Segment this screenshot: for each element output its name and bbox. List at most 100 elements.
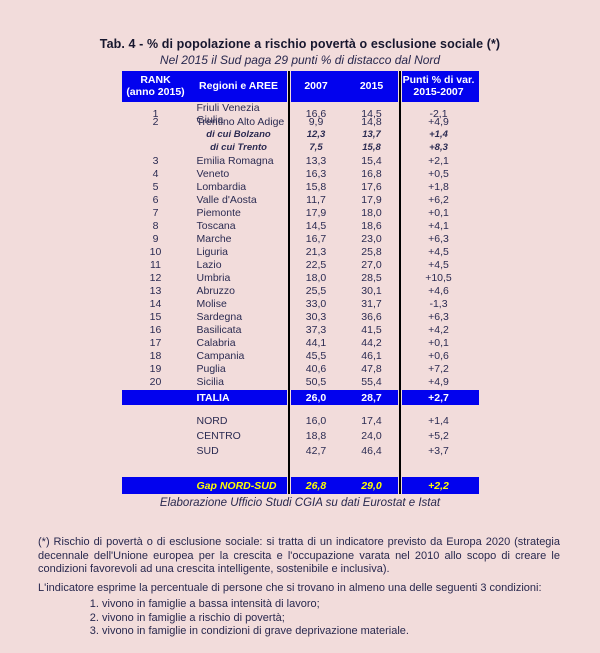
header-rank-line2: (anno 2015) <box>126 85 185 98</box>
italia-total-row: ITALIA 26,0 28,7 +2,7 <box>121 390 479 405</box>
region-row-var-cell: +6,3 <box>428 232 449 245</box>
region-row-var-cell: +0,6 <box>428 349 449 362</box>
region-row-rank-cell: 11 <box>150 258 161 271</box>
italia-label: ITALIA <box>196 391 230 404</box>
table-title: Tab. 4 - % di popolazione a rischio pove… <box>99 37 501 51</box>
area-row-var-cell: +5,2 <box>428 429 449 442</box>
region-row-v2007-cell: 40,6 <box>305 362 327 375</box>
region-row-rank-cell: 19 <box>149 362 162 375</box>
conditions-list: vivono in famiglie a bassa intensità di … <box>38 598 560 639</box>
sub-row-v2015-cell: 15,8 <box>362 142 381 153</box>
area-row-region-cell: SUD <box>196 444 219 457</box>
area-row-v2007-cell: 42,7 <box>305 444 327 457</box>
sub-row-var-cell: +8,3 <box>429 142 448 153</box>
header-2015: 2015 <box>359 79 384 92</box>
region-row-var-cell: +2,1 <box>428 154 449 167</box>
region-row-v2007-cell: 9,9 <box>308 115 324 128</box>
region-row-v2007-cell: 16,7 <box>305 232 327 245</box>
area-row-region-cell: CENTRO <box>196 429 241 442</box>
region-row-v2007-cell: 33,0 <box>305 297 327 310</box>
region-row-var-cell: +4,5 <box>428 258 449 271</box>
region-row-var-cell: +0,5 <box>428 167 449 180</box>
region-row-v2015-cell: 28,5 <box>361 271 382 284</box>
region-row-rank-cell: 8 <box>152 219 159 232</box>
gap-2015: 29,0 <box>361 479 382 492</box>
sub-row-var-cell: +1,4 <box>429 129 448 140</box>
footnote-paragraph-conditions: L'indicatore esprime la percentuale di p… <box>38 581 542 594</box>
region-row-rank-cell: 17 <box>149 336 162 349</box>
area-row: CENTRO 18,8 24,0 +5,2 <box>122 428 479 443</box>
sub-row-region-cell: di cui Trento <box>210 142 267 153</box>
data-table: RANK (anno 2015) Regioni e AREE 2007 201… <box>121 71 479 494</box>
region-row-v2015-cell: 44,2 <box>361 336 382 349</box>
header-region: Regioni e AREE <box>199 79 278 92</box>
condition-item: vivono in famiglie a rischio di povertà; <box>102 612 560 626</box>
region-row-rank-cell: 10 <box>149 245 162 258</box>
region-row-var-cell: +6,2 <box>428 193 449 206</box>
sub-row-region-cell: di cui Bolzano <box>206 129 271 140</box>
region-row-rank-cell: 15 <box>149 310 162 323</box>
region-row: 8 Toscana 14,5 18,6 +4,1 <box>122 219 479 232</box>
region-row-v2015-cell: 36,6 <box>361 310 382 323</box>
sub-row: di cui Bolzano 12,3 13,7 +1,4 <box>122 128 479 141</box>
region-row-region-cell: Emilia Romagna <box>196 154 274 167</box>
region-row-region-cell: Marche <box>196 232 232 245</box>
region-row-v2007-cell: 45,5 <box>305 349 327 362</box>
region-row-v2015-cell: 14,8 <box>361 115 382 128</box>
region-row-region-cell: Umbria <box>196 271 231 284</box>
region-row-region-cell: Sicilia <box>196 375 224 388</box>
region-row-region-cell: Campania <box>196 349 245 362</box>
region-row-rank-cell: 18 <box>149 349 162 362</box>
area-row-var-cell: +1,4 <box>428 414 449 427</box>
header-punti: Punti % di var. 2015-2007 <box>399 74 479 98</box>
region-row-v2015-cell: 27,0 <box>361 258 382 271</box>
footnote-block: (*) Rischio di povertà o di esclusione s… <box>38 536 560 639</box>
region-row-var-cell: +4,1 <box>428 219 449 232</box>
area-row-region-cell: NORD <box>196 414 228 427</box>
region-row-v2015-cell: 18,0 <box>361 206 382 219</box>
region-row-v2015-cell: 30,1 <box>361 284 382 297</box>
region-row-v2015-cell: 15,4 <box>361 154 382 167</box>
region-row-v2015-cell: 16,8 <box>361 167 382 180</box>
region-row-region-cell: Veneto <box>196 167 230 180</box>
region-row-v2007-cell: 15,8 <box>305 180 327 193</box>
region-row-v2015-cell: 55,4 <box>361 375 382 388</box>
sub-row-v2007-cell: 12,3 <box>306 129 326 140</box>
region-row-region-cell: Piemonte <box>196 206 241 219</box>
region-row: 7 Piemonte 17,9 18,0 +0,1 <box>122 206 479 219</box>
region-row: 14 Molise 33,0 31,7 -1,3 <box>122 297 479 310</box>
area-row-v2007-cell: 16,0 <box>305 414 327 427</box>
sub-row: di cui Trento 7,5 15,8 +8,3 <box>122 141 479 154</box>
region-row-v2007-cell: 25,5 <box>305 284 327 297</box>
region-row-region-cell: Calabria <box>196 336 236 349</box>
region-row: 15 Sardegna 30,3 36,6 +6,3 <box>122 310 479 323</box>
area-row-v2015-cell: 17,4 <box>361 414 382 427</box>
region-row-rank-cell: 3 <box>152 154 159 167</box>
region-row-var-cell: +6,3 <box>428 310 449 323</box>
region-row-var-cell: +0,1 <box>428 206 449 219</box>
column-separator-left <box>287 71 290 494</box>
italia-var: +2,7 <box>428 391 449 404</box>
header-punti-line1: Punti % di var. <box>402 74 475 86</box>
italia-2015: 28,7 <box>361 391 382 404</box>
region-row: 11 Lazio 22,5 27,0 +4,5 <box>122 258 479 271</box>
region-row-region-cell: Lombardia <box>196 180 247 193</box>
region-row: 4 Veneto 16,3 16,8 +0,5 <box>122 167 479 180</box>
region-row-region-cell: Puglia <box>196 362 226 375</box>
region-row-v2007-cell: 11,7 <box>306 193 326 206</box>
italia-2007: 26,0 <box>305 391 327 404</box>
region-row: 10 Liguria 21,3 25,8 +4,5 <box>122 245 479 258</box>
region-row-region-cell: Trentino Alto Adige <box>196 115 285 128</box>
sub-row-v2007-cell: 7,5 <box>309 142 323 153</box>
region-row-region-cell: Abruzzo <box>196 284 236 297</box>
region-row-var-cell: +10,5 <box>425 271 452 284</box>
region-row-v2015-cell: 46,1 <box>361 349 382 362</box>
region-row-v2015-cell: 31,7 <box>361 297 382 310</box>
region-row: 5 Lombardia 15,8 17,6 +1,8 <box>122 180 479 193</box>
header-punti-line2: 2015-2007 <box>413 85 464 98</box>
region-row-region-cell: Basilicata <box>196 323 242 336</box>
gap-nord-sud-row: Gap NORD-SUD 26,8 29,0 +2,2 <box>121 477 479 494</box>
macro-area-rows: NORD 16,0 17,4 +1,4 CENTRO 18,8 24,0 +5,2 SUD 42,… <box>122 405 479 465</box>
region-row: 18 Campania 45,5 46,1 +0,6 <box>122 349 479 362</box>
